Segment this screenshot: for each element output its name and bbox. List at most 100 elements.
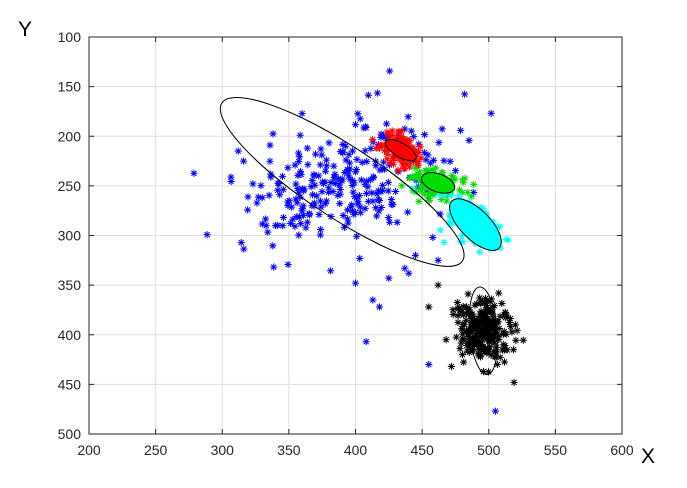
data-point	[331, 173, 339, 182]
data-point	[285, 197, 293, 205]
data-point	[425, 195, 433, 203]
data-point	[446, 157, 454, 166]
data-point	[254, 193, 262, 201]
data-point	[372, 162, 380, 170]
plot-frame	[88, 36, 623, 435]
data-point	[464, 188, 472, 197]
data-point	[458, 232, 466, 240]
data-point	[440, 157, 448, 165]
data-point	[498, 346, 506, 354]
data-point	[295, 213, 304, 221]
data-point	[385, 130, 393, 138]
data-point	[432, 164, 440, 172]
cluster-ellipse-black	[468, 286, 499, 376]
data-point	[307, 183, 315, 191]
data-point	[279, 186, 287, 194]
data-point	[455, 192, 463, 200]
data-point	[336, 185, 344, 194]
data-point	[382, 120, 391, 128]
data-point	[451, 175, 459, 183]
data-point	[476, 294, 484, 302]
data-point	[372, 204, 380, 212]
data-point	[453, 298, 461, 307]
data-point	[465, 136, 473, 145]
data-point	[380, 165, 388, 173]
data-point	[291, 222, 299, 230]
data-point	[405, 163, 414, 171]
data-point	[394, 127, 402, 135]
data-point	[297, 170, 305, 179]
data-point	[361, 147, 369, 155]
data-point	[274, 179, 282, 187]
data-point	[373, 212, 381, 220]
data-point	[470, 188, 478, 197]
data-point	[363, 177, 371, 185]
data-point	[408, 144, 416, 152]
data-point	[480, 321, 488, 329]
data-point	[422, 166, 430, 174]
data-point	[502, 330, 510, 338]
data-point	[349, 188, 357, 196]
data-point	[316, 197, 325, 205]
y-tick-label: 300	[58, 228, 82, 244]
data-point	[479, 204, 487, 213]
data-point	[454, 318, 462, 326]
data-point	[467, 193, 475, 201]
data-point	[411, 251, 420, 259]
data-point	[373, 89, 382, 97]
data-point	[353, 155, 361, 163]
data-point	[447, 191, 456, 200]
data-point	[458, 325, 466, 333]
data-point	[356, 254, 364, 263]
data-point	[367, 145, 375, 153]
data-point	[420, 190, 428, 198]
data-point	[325, 139, 333, 147]
data-point	[501, 308, 509, 316]
data-point	[414, 158, 422, 166]
data-point	[459, 330, 467, 338]
data-point	[475, 331, 483, 339]
data-point	[377, 203, 385, 212]
data-point	[383, 155, 391, 163]
data-point	[397, 136, 405, 145]
data-point	[490, 348, 498, 356]
data-point	[467, 323, 475, 331]
data-point	[329, 187, 337, 196]
data-point	[446, 212, 454, 220]
data-point	[462, 316, 470, 324]
data-point	[479, 336, 487, 344]
data-point	[399, 135, 408, 143]
data-point	[446, 221, 454, 229]
data-point	[345, 172, 353, 180]
data-point	[409, 184, 417, 192]
data-point	[311, 150, 320, 158]
y-tick-label: 200	[58, 128, 82, 144]
cluster-ellipse-red	[384, 139, 417, 162]
y-axis-label: Y	[18, 18, 32, 41]
cluster-ellipses	[219, 96, 502, 376]
data-point	[355, 191, 364, 200]
data-point	[315, 210, 323, 219]
data-point	[385, 213, 393, 222]
data-point	[465, 348, 473, 356]
data-point	[496, 312, 504, 320]
data-point	[375, 207, 383, 215]
data-point	[429, 156, 438, 164]
data-point	[487, 307, 496, 315]
data-point	[396, 156, 404, 164]
data-point	[356, 115, 364, 123]
data-point	[492, 343, 500, 351]
data-point	[475, 343, 483, 351]
data-point	[510, 378, 518, 386]
data-point	[339, 149, 347, 157]
data-point	[361, 123, 369, 131]
data-point	[511, 321, 519, 329]
data-point	[368, 189, 376, 197]
data-point	[323, 162, 331, 170]
data-point	[343, 167, 351, 176]
data-point	[358, 158, 366, 167]
y-tick-label: 400	[58, 327, 82, 343]
data-point	[401, 264, 409, 272]
data-point	[369, 296, 377, 304]
